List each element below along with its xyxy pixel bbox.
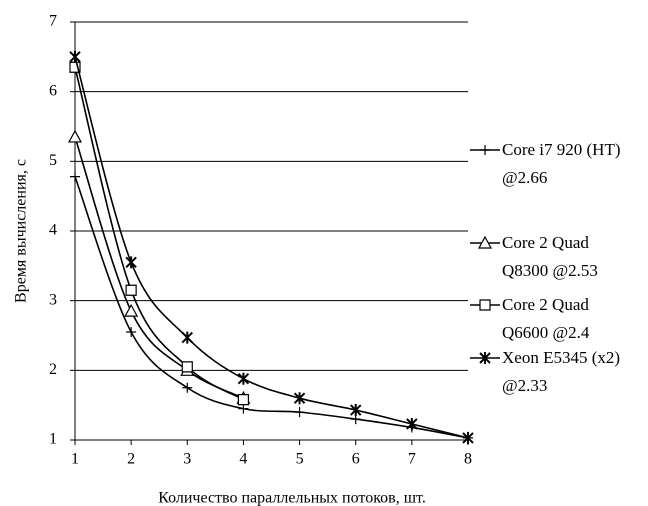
series-line [74,67,244,401]
x-tick-label: 8 [464,451,472,468]
marker [350,404,362,417]
marker [237,372,250,385]
legend-label: Core 2 Quad Q6600 @2.4 [502,295,590,342]
series-line [74,56,469,439]
marker [237,393,250,406]
marker [181,361,193,373]
y-tick-label: 3 [49,291,57,308]
y-tick-label: 5 [49,152,57,169]
x-tick-label: 4 [239,451,247,468]
marker [182,382,193,393]
marker [477,235,493,249]
marker [480,145,490,155]
legend-item: Core 2 Quad Q8300 @2.53 [470,231,640,285]
x-axis-title: Количество параллельных потоков, шт. [158,490,426,506]
y-tick-label: 4 [49,222,57,239]
marker [479,299,491,311]
marker [462,431,474,444]
marker [181,331,193,344]
marker [406,417,418,430]
marker [294,407,305,418]
legend-item: Core 2 Quad Q6600 @2.4 [470,293,640,347]
x-tick-label: 6 [352,451,360,468]
marker [124,303,139,317]
y-axis-title: Время вычисления, с [13,159,30,303]
x-tick-label: 3 [183,451,191,468]
y-tick-label: 6 [49,82,57,99]
legend-swatch [470,352,500,364]
x-tick-label: 2 [127,451,135,468]
legend-swatch [470,145,500,155]
marker [238,403,249,414]
marker [70,171,80,182]
marker [125,256,137,269]
legend-label: Core 2 Quad Q8300 @2.53 [502,233,598,280]
marker [125,284,137,296]
x-tick-label: 5 [296,451,304,468]
y-tick-label: 2 [49,361,57,378]
marker [69,50,81,63]
marker [126,327,137,338]
legend-label: Core i7 920 (HT) @2.66 [502,140,621,187]
legend-item: Xeon E5345 (x2) @2.33 [470,346,640,400]
legend-item: Core i7 920 (HT) @2.66 [470,138,640,192]
series-line [74,176,469,439]
y-tick-label: 1 [49,431,57,448]
legend-swatch [470,235,500,249]
x-tick-label: 7 [408,451,416,468]
y-tick-label: 7 [49,13,57,30]
x-tick-label: 1 [71,451,79,468]
marker [479,352,491,364]
legend-label: Xeon E5345 (x2) @2.33 [502,348,621,395]
marker [293,392,306,405]
legend-swatch [470,299,500,311]
marker [67,129,83,143]
